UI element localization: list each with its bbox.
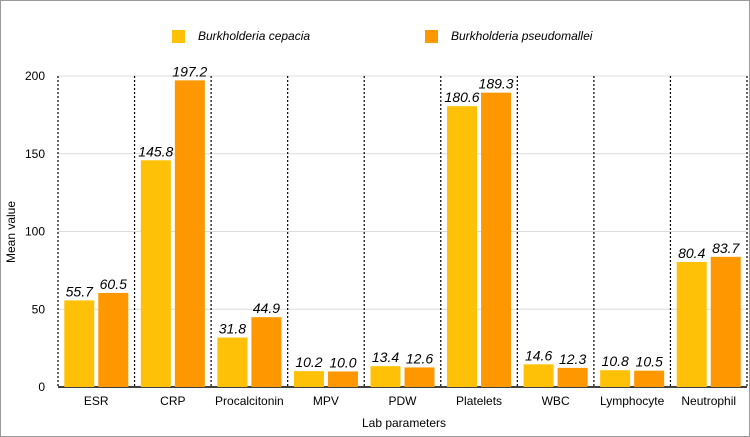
legend-swatch-cepacia: [172, 29, 185, 43]
x-axis-title: Lab parameters: [362, 416, 446, 430]
x-tick-label: CRP: [160, 394, 185, 408]
y-tick-label: 150: [25, 147, 45, 161]
x-tick-label: Procalcitonin: [215, 394, 284, 408]
bar-cepacia: [600, 370, 631, 387]
legend-item-cepacia: Burkholderia cepacia: [172, 29, 310, 43]
data-label: 80.4: [678, 245, 705, 261]
y-tick-label: 50: [32, 302, 46, 316]
bar-cepacia: [293, 371, 324, 387]
data-label: 55.7: [66, 283, 94, 299]
data-label: 12.3: [559, 351, 586, 367]
data-label: 10.8: [602, 353, 629, 369]
data-label: 31.8: [219, 321, 246, 337]
axis-layer: 0 50 100 150 200 ESR CRP Procalcitonin MPV PDW Pla…: [25, 69, 747, 408]
data-label: 197.2: [172, 63, 207, 79]
legend-item-pseudomallei: Burkholderia pseudomallei: [425, 29, 592, 43]
data-label: 189.3: [479, 76, 514, 92]
bar-cepacia: [64, 300, 95, 387]
bar-pseudomallei: [557, 367, 588, 387]
y-tick-label: 200: [25, 69, 45, 83]
bar-pseudomallei: [710, 256, 741, 387]
y-tick-label: 100: [25, 225, 45, 239]
data-label: 60.5: [100, 276, 127, 292]
legend-label-pseudomallei: Burkholderia pseudomallei: [451, 29, 593, 43]
bar-pseudomallei: [481, 92, 512, 388]
x-tick-label: Lymphocyte: [600, 394, 665, 408]
data-label: 83.7: [712, 240, 740, 256]
data-label: 10.5: [636, 354, 663, 370]
data-label: 180.6: [445, 89, 480, 105]
bar-pseudomallei: [404, 367, 435, 387]
bar-layer: [64, 80, 741, 388]
bar-pseudomallei: [327, 371, 358, 387]
data-label: 14.6: [525, 347, 552, 363]
y-axis-title: Mean value: [4, 201, 18, 263]
data-label: 13.4: [372, 349, 399, 365]
data-label: 12.6: [406, 350, 433, 366]
bar-pseudomallei: [174, 80, 205, 387]
bar-cepacia: [370, 366, 401, 387]
label-layer: 55.7 60.5 145.8 197.2 31.8 44.9 10.2 10.0 13.4 12…: [66, 63, 741, 370]
x-tick-label: PDW: [389, 394, 418, 408]
legend-swatch-pseudomallei: [425, 29, 438, 43]
bar-cepacia: [676, 261, 707, 387]
bar-cepacia: [523, 364, 554, 387]
x-tick-label: Platelets: [456, 394, 502, 408]
data-label: 10.0: [329, 354, 356, 370]
bar-pseudomallei: [634, 370, 665, 387]
data-label: 145.8: [138, 143, 173, 159]
x-tick-label: WBC: [542, 394, 570, 408]
x-tick-label: MPV: [313, 394, 339, 408]
bar-cepacia: [217, 337, 248, 387]
bar-pseudomallei: [98, 292, 129, 387]
x-tick-label: ESR: [84, 394, 109, 408]
bar-cepacia: [140, 160, 171, 387]
grid-layer: [57, 75, 748, 387]
bar-cepacia: [447, 106, 478, 388]
legend-label-cepacia: Burkholderia cepacia: [198, 29, 311, 43]
x-tick-label: Neutrophil: [681, 394, 736, 408]
y-tick-label: 0: [38, 380, 45, 394]
data-label: 10.2: [295, 354, 322, 370]
data-label: 44.9: [253, 300, 280, 316]
bar-pseudomallei: [251, 317, 282, 387]
